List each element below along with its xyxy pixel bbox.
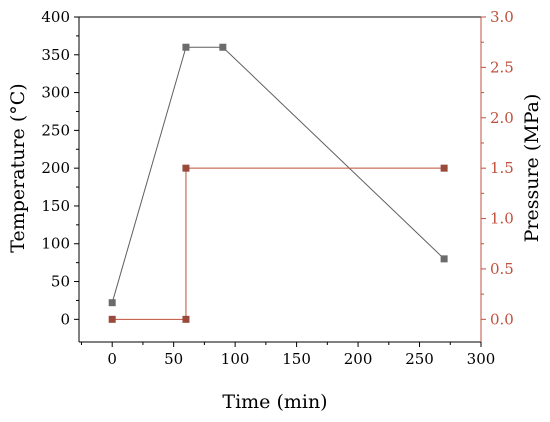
y-left-tick-label: 300 (41, 84, 70, 102)
y-right-tick-label: 2.0 (490, 109, 514, 127)
y-right-tick-label: 3.0 (490, 8, 514, 26)
x-tick-label: 100 (221, 350, 250, 368)
y-right-tick-label: 1.0 (490, 210, 514, 228)
y-axis-right: 0.0 0.5 1.0 1.5 2.0 2.5 3.0 (481, 8, 514, 328)
series-line-2 (112, 167, 445, 320)
x-tick-label: 50 (164, 350, 183, 368)
series-1-point (440, 255, 448, 263)
y-right-tick-label: 0.5 (490, 260, 514, 278)
y-left-tick-label: 50 (51, 273, 70, 291)
x-tick-label: 0 (107, 350, 117, 368)
series-layer (108, 43, 448, 323)
series-1-point (108, 299, 116, 307)
y-left-tick-label: 0 (60, 310, 70, 328)
series-1-point (182, 43, 190, 51)
plot-frame (78, 16, 482, 343)
y-left-tick-label: 400 (41, 8, 70, 26)
x-tick-label: 200 (344, 350, 373, 368)
y-axis-left: 0 50 100 150 200 250 300 350 400 (41, 8, 79, 328)
series-2-point (440, 164, 448, 172)
y-right-tick-label: 0.0 (490, 310, 514, 328)
x-tick-label: 150 (282, 350, 311, 368)
y-axis-title-right: Pressure (MPa) (521, 94, 543, 243)
series-2-point (108, 315, 116, 323)
y-right-tick-label: 2.5 (490, 58, 514, 76)
y-right-tick-label: 1.5 (490, 159, 514, 177)
y-left-tick-label: 150 (41, 197, 70, 215)
x-axis-title: Time (min) (222, 391, 327, 413)
y-left-tick-label: 200 (41, 159, 70, 177)
x-axis: 0 50 100 150 200 250 300 (80, 342, 496, 368)
x-tick-label: 250 (405, 350, 434, 368)
y-axis-title-left: Temperature (°C) (7, 83, 29, 252)
series-1-point (219, 43, 227, 51)
series-2-point (182, 164, 190, 172)
y-left-tick-label: 100 (41, 235, 70, 253)
y-left-tick-label: 350 (41, 46, 70, 64)
series-line-1 (111, 46, 445, 303)
y-left-tick-label: 250 (41, 121, 70, 139)
series-2-point (182, 315, 190, 323)
x-tick-label: 300 (467, 350, 496, 368)
